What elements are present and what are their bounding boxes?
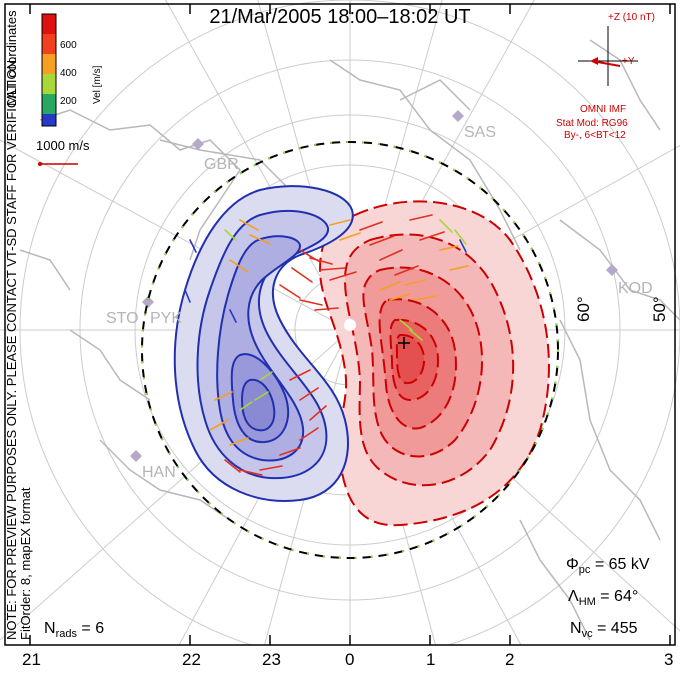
station-han: HAN bbox=[142, 464, 176, 481]
latitude-label-50: 50° bbox=[650, 296, 669, 322]
mlt-tick-2: 2 bbox=[505, 650, 515, 669]
coastlines bbox=[19, 39, 680, 641]
potential-max-marker bbox=[398, 337, 410, 349]
map-title: 21/Mar/2005 18:00–18:02 UT bbox=[209, 6, 471, 28]
imf-dial bbox=[578, 26, 638, 86]
station-sas: SAS bbox=[464, 124, 497, 141]
radar-count: Nrads = 6 bbox=[44, 620, 105, 641]
scale-vector-label: 1000 m/s bbox=[36, 138, 90, 153]
cross-polar-potential: Φpc = 65 kV bbox=[566, 556, 650, 577]
positive-potential-cell bbox=[318, 200, 550, 527]
negative-potential-cell bbox=[173, 185, 354, 502]
stat-model: Stat Mod: RG96 bbox=[556, 118, 628, 129]
mlt-tick-21: 21 bbox=[22, 650, 41, 669]
mlt-tick-22: 22 bbox=[182, 650, 201, 669]
mlt-tick-1: 1 bbox=[426, 650, 436, 669]
legend-tick-400: 400 bbox=[60, 68, 77, 79]
station-markers bbox=[130, 110, 618, 462]
legend-tick-600: 600 bbox=[60, 40, 77, 51]
station-pyk: PYK bbox=[150, 310, 183, 327]
vector-count: Nvc = 455 bbox=[570, 620, 638, 641]
pole-hole bbox=[344, 319, 356, 331]
scale-vector bbox=[38, 162, 78, 166]
station-kod: KOD bbox=[618, 280, 653, 297]
preview-note: NOTE: FOR PREVIEW PURPOSES ONLY. PLEASE … bbox=[4, 56, 19, 640]
mlt-tick-marks bbox=[29, 4, 671, 645]
latitude-label-60: 60° bbox=[574, 296, 593, 322]
mlt-tick-23: 23 bbox=[262, 650, 281, 669]
station-gbr: GBR bbox=[204, 156, 239, 173]
imf-y-label: +Y bbox=[622, 56, 635, 67]
legend-tick-200: 200 bbox=[60, 96, 77, 107]
velocity-colorbar bbox=[41, 13, 57, 127]
legend-title: Vel [m/s] bbox=[92, 65, 103, 104]
hm-latitude: ΛHM = 64° bbox=[568, 588, 639, 609]
plot-frame bbox=[4, 3, 676, 646]
mlt-tick-0: 0 bbox=[345, 650, 355, 669]
imf-z-label: +Z (10 nT) bbox=[608, 12, 655, 23]
mlt-tick-3: 3 bbox=[664, 650, 674, 669]
station-sto: STO bbox=[106, 310, 139, 327]
fit-order-info: FitOrder: 8, mapEX format bbox=[18, 487, 33, 640]
coordinate-system-label: MLT coordinates bbox=[4, 10, 19, 106]
imf-source: OMNI IMF bbox=[580, 104, 627, 115]
velocity-vectors bbox=[184, 214, 469, 476]
imf-condition: By-, 6<BT<12 bbox=[564, 130, 626, 141]
